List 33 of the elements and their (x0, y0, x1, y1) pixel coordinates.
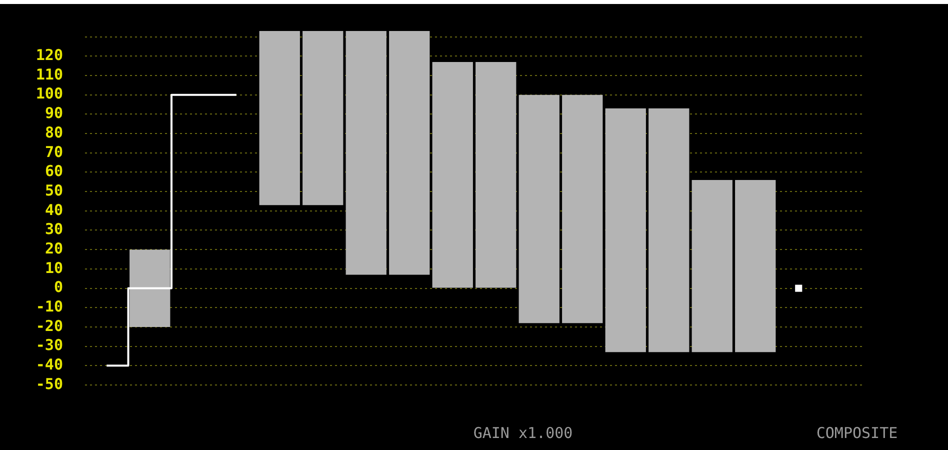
bar (735, 180, 776, 352)
y-tick-label: 50 (44, 181, 63, 200)
y-tick-label: -10 (36, 298, 63, 316)
y-tick-label: 30 (44, 220, 63, 238)
bar (259, 31, 300, 206)
y-tick-label: 60 (44, 162, 63, 180)
bar (518, 94, 560, 324)
y-tick-label: -20 (36, 316, 63, 335)
text: COMPOSITE (816, 424, 898, 442)
bar (605, 108, 646, 352)
y-tick-label: -30 (36, 336, 63, 354)
bar (432, 62, 473, 288)
y-tick-label: 70 (44, 142, 63, 161)
y-tick-label: 110 (36, 65, 63, 84)
bar (302, 31, 344, 206)
y-tick-label: 80 (44, 123, 63, 142)
bar (389, 31, 430, 275)
y-tick-label: 20 (44, 239, 63, 258)
y-tick-label: 10 (44, 258, 63, 277)
bar (346, 31, 386, 275)
y-tick-label: 120 (36, 46, 63, 64)
bar (692, 180, 732, 352)
y-tick-label: -50 (36, 374, 63, 393)
y-tick-label: 100 (36, 84, 63, 103)
bar (648, 108, 690, 352)
bar (562, 94, 603, 324)
y-tick-label: 0 (54, 278, 63, 296)
y-tick-label: -40 (36, 356, 63, 374)
text: GAIN x1.000 (473, 424, 573, 442)
y-tick-label: 40 (44, 200, 63, 219)
y-tick-label: 90 (44, 104, 63, 122)
bar (130, 250, 170, 327)
bar (476, 62, 516, 288)
